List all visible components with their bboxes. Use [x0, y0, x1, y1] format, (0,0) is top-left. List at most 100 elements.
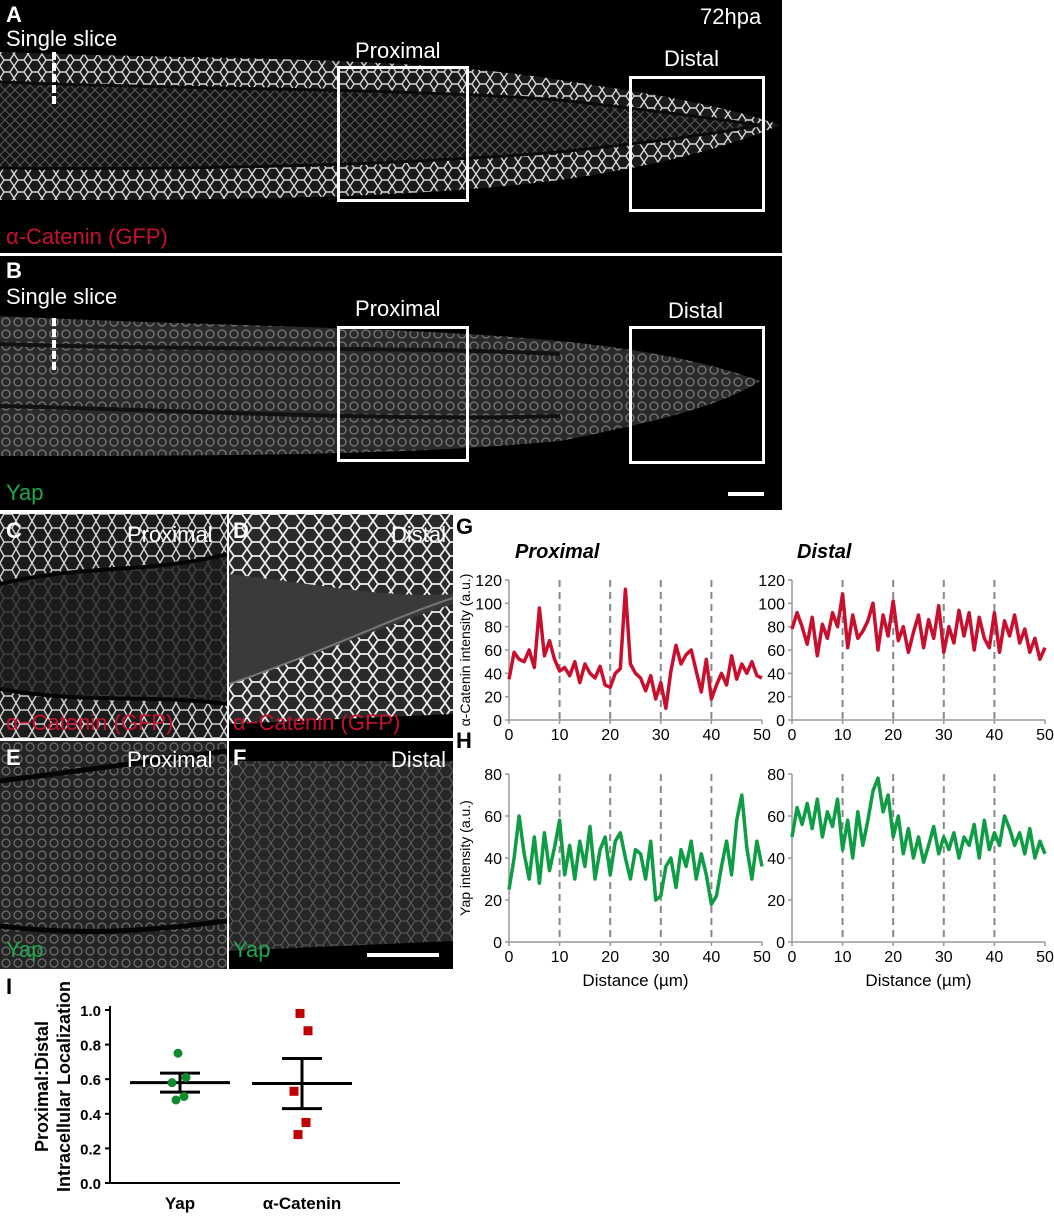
y-tick-label: 80 [767, 767, 785, 784]
stain-label: α−Catenin (GFP) [233, 710, 401, 735]
series-line [507, 587, 763, 711]
data-point [289, 1086, 299, 1096]
x-tick-label: 20 [884, 949, 902, 966]
y-tick-label: 100 [475, 596, 502, 613]
y-axis-label: Yap intensity (a.u.) [457, 800, 473, 916]
x-tick-label: 0 [505, 949, 514, 966]
panel-f-micrograph: F Distal Yap [229, 741, 453, 969]
data-point [171, 1095, 181, 1105]
y-tick-label: 120 [475, 573, 502, 590]
panel-letter-a: A [6, 2, 22, 27]
panel-letter-d: D [233, 518, 249, 543]
data-point [167, 1078, 177, 1088]
tissue-image [0, 741, 227, 969]
proximal-box [337, 66, 469, 202]
panel-c-micrograph: C Proximal α−Catenin (GFP) [0, 514, 227, 738]
y-tick-label: 60 [484, 809, 502, 826]
series-line [507, 793, 764, 906]
y-axis-label-line2: Intracellular Localization [54, 981, 74, 1192]
y-tick-label: 40 [767, 851, 785, 868]
slice-marker [52, 52, 56, 104]
y-tick-label: 0.6 [80, 1072, 101, 1089]
panel-letter-b: B [6, 258, 22, 283]
x-tick-label: 30 [935, 727, 953, 744]
panel-letter-h: H [456, 728, 472, 753]
data-point [301, 1117, 311, 1127]
stain-label: Yap [6, 937, 44, 962]
panel-e-micrograph: E Proximal Yap [0, 741, 227, 969]
y-tick-label: 80 [484, 620, 502, 637]
x-tick-label: 30 [652, 949, 670, 966]
data-point [181, 1072, 191, 1082]
tissue-image [229, 514, 453, 738]
distal-label: Distal [668, 298, 724, 323]
y-tick-label: 60 [767, 643, 785, 660]
x-axis-label: Distance (µm) [865, 971, 971, 990]
panel-letter-e: E [6, 745, 21, 770]
y-tick-label: 40 [484, 851, 502, 868]
panel-b-micrograph: B Single slice Proximal Distal Yap [0, 256, 782, 510]
x-tick-label: 50 [753, 949, 771, 966]
y-tick-label: 40 [767, 666, 785, 683]
y-tick-label: 0.2 [80, 1141, 101, 1158]
y-tick-label: 0 [493, 713, 502, 730]
x-category-label: α-Catenin [263, 1194, 341, 1213]
y-tick-label: 80 [484, 767, 502, 784]
y-tick-label: 60 [484, 643, 502, 660]
region-label: Distal [391, 522, 447, 547]
y-tick-label: 40 [484, 666, 502, 683]
y-tick-label: 0.8 [80, 1038, 101, 1055]
panel-a-micrograph: A 72hpa Single slice Proximal Distal α-C… [0, 0, 782, 253]
x-tick-label: 20 [601, 949, 619, 966]
slice-marker [52, 318, 56, 370]
x-tick-label: 40 [703, 949, 721, 966]
x-tick-label: 0 [505, 727, 514, 744]
x-tick-label: 30 [935, 949, 953, 966]
x-tick-label: 50 [1036, 949, 1054, 966]
x-tick-label: 10 [551, 949, 569, 966]
x-tick-label: 40 [986, 949, 1004, 966]
x-tick-label: 10 [834, 727, 852, 744]
y-tick-label: 0 [776, 935, 785, 952]
panel-letter-f: F [233, 745, 247, 770]
y-tick-label: 100 [758, 596, 785, 613]
stain-label: Yap [6, 480, 44, 505]
scale-bar [728, 492, 764, 496]
series-line [790, 592, 1047, 662]
y-tick-label: 20 [484, 893, 502, 910]
x-tick-label: 10 [834, 949, 852, 966]
single-slice-label: Single slice [6, 26, 118, 51]
y-tick-label: 0 [493, 935, 502, 952]
y-tick-label: 60 [767, 809, 785, 826]
stain-label: Yap [233, 937, 271, 962]
region-label: Distal [391, 747, 447, 772]
panel-letter-g: G [456, 514, 474, 539]
proximal-box [337, 326, 469, 462]
data-point [173, 1048, 183, 1058]
x-tick-label: 50 [1036, 727, 1054, 744]
y-tick-label: 20 [767, 893, 785, 910]
distal-box [629, 76, 765, 212]
panel-d-micrograph: D Distal α−Catenin (GFP) [229, 514, 453, 738]
distal-box [629, 326, 765, 464]
panel-letter-i: I [6, 974, 13, 999]
x-category-label: Yap [165, 1194, 195, 1213]
data-point [295, 1008, 305, 1018]
y-tick-label: 20 [484, 690, 502, 707]
tissue-image [229, 741, 453, 969]
x-tick-label: 40 [986, 727, 1004, 744]
region-label: Proximal [127, 522, 213, 547]
proximal-label: Proximal [355, 296, 441, 321]
data-point [293, 1130, 303, 1140]
chart-title: Distal [797, 541, 852, 563]
stain-label: α−Catenin (GFP) [6, 710, 174, 735]
fin-tissue-image [0, 316, 760, 456]
timepoint-label: 72hpa [700, 4, 762, 29]
x-tick-label: 0 [788, 949, 797, 966]
panel-letter-c: C [6, 518, 22, 543]
chart-title: Proximal [515, 541, 600, 563]
y-tick-label: 80 [767, 620, 785, 637]
y-tick-label: 0.4 [80, 1107, 102, 1124]
y-tick-label: 1.0 [80, 1003, 101, 1020]
y-tick-label: 120 [758, 573, 785, 590]
